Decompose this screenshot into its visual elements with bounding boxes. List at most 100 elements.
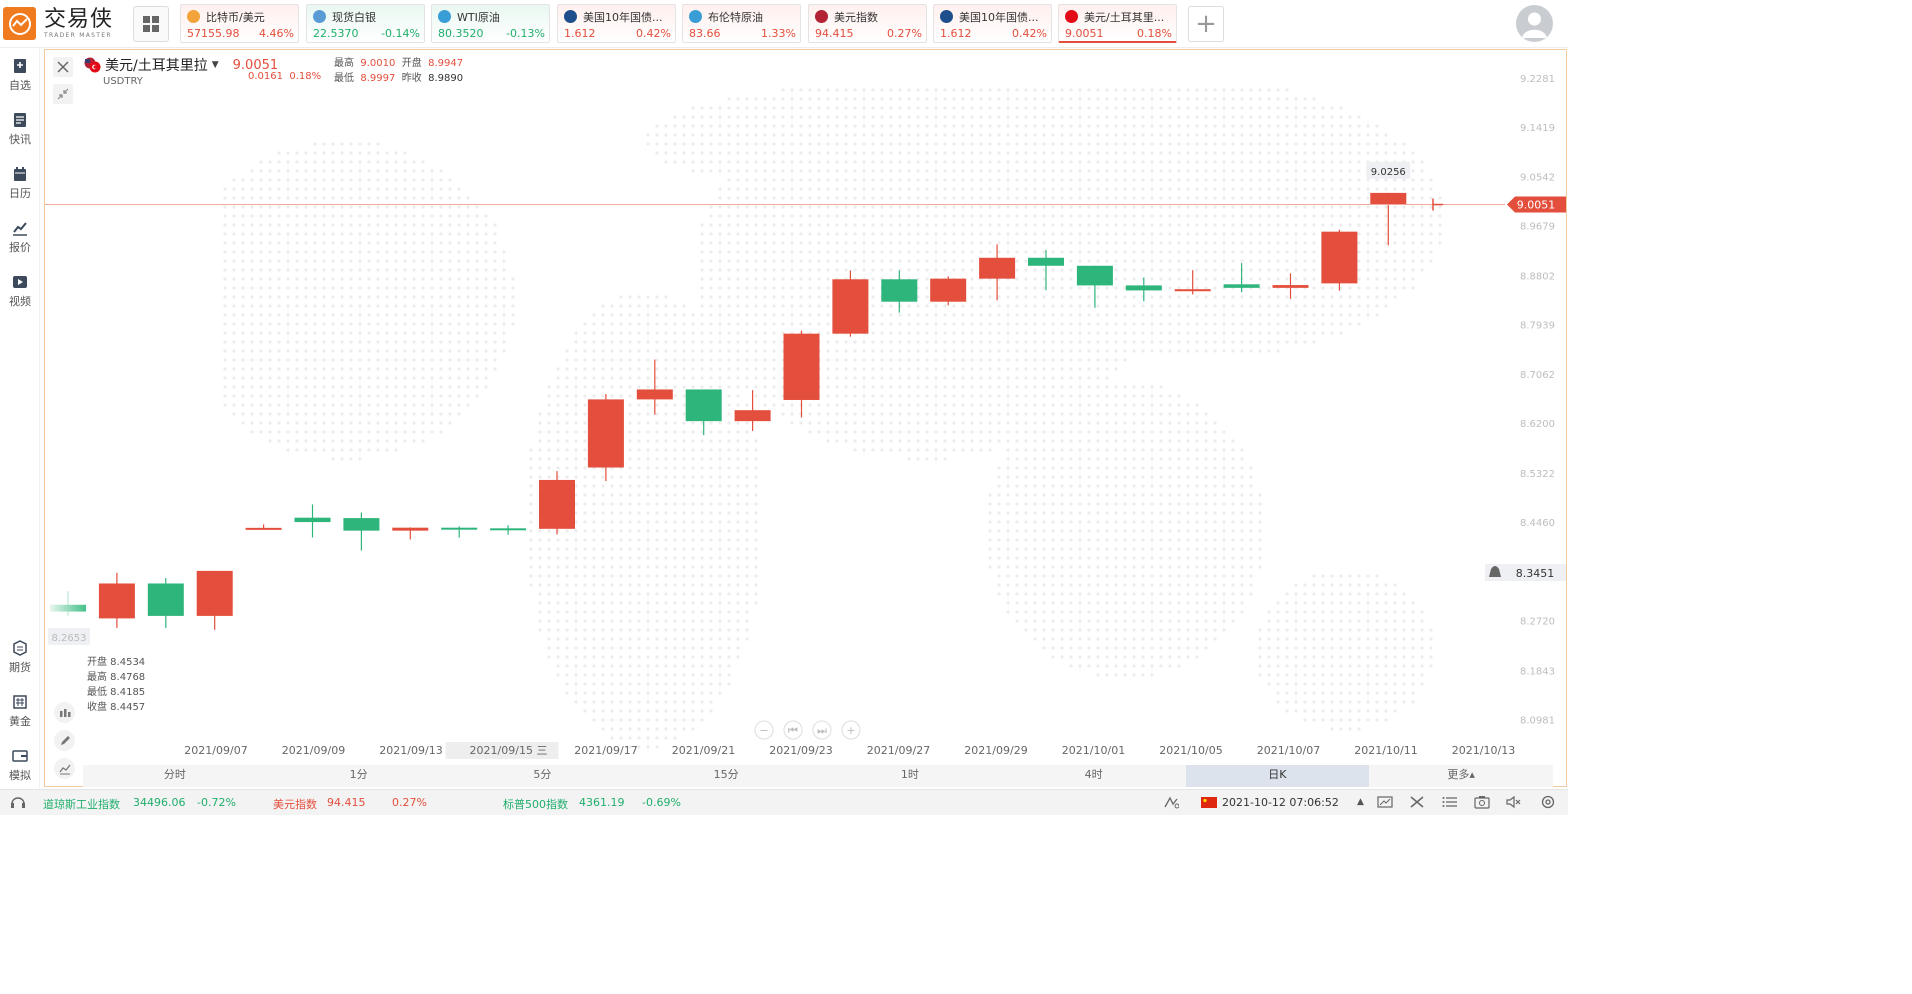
sidebar-item[interactable]: 报价 — [0, 220, 40, 255]
network-icon[interactable] — [1163, 795, 1180, 812]
candles-icon — [59, 708, 70, 717]
high-value: 9.0010 — [360, 58, 396, 69]
quote-tile[interactable]: 美国10年国债... 1.612 0.42% — [933, 4, 1052, 43]
y-tick-label: 8.0981 — [1520, 715, 1555, 726]
layout-grid-button[interactable] — [133, 6, 169, 42]
sidebar-item[interactable]: 自选 — [0, 58, 40, 93]
camera-icon[interactable] — [1474, 795, 1490, 812]
x-tick-label: 2021/09/27 — [867, 744, 930, 757]
add-tile-button[interactable]: + — [1188, 6, 1224, 42]
x-tick-label: 2021/10/11 — [1354, 744, 1417, 757]
symbol-code: USDTRY — [103, 76, 143, 87]
candle-body — [196, 570, 233, 616]
compare-button[interactable] — [54, 758, 75, 779]
sidebar-item[interactable]: 视频 — [0, 274, 40, 309]
candle-body — [1125, 285, 1162, 291]
headset-icon[interactable] — [10, 795, 26, 812]
quote-icon — [13, 222, 27, 236]
dow-label[interactable]: 道琼斯工业指数 — [43, 798, 120, 811]
tile-name: 美国10年国债... — [583, 10, 663, 24]
timeframe-tab[interactable]: 5分 — [533, 768, 552, 781]
timeframe-tab[interactable]: 日K — [1185, 765, 1370, 787]
scroll-start-icon[interactable] — [783, 720, 803, 740]
quote-tile[interactable]: 美元/土耳其里... 9.0051 0.18% — [1058, 4, 1177, 43]
mute-icon[interactable] — [1506, 795, 1522, 812]
x-tick-label: 2021/09/17 — [574, 744, 637, 757]
china-flag-icon — [1201, 797, 1217, 811]
low-label-bg — [48, 628, 90, 645]
us-tr-flag-icon — [84, 57, 101, 73]
clock-datetime: 2021-10-12 07:06:52 — [1222, 796, 1339, 809]
candle-body — [1028, 257, 1064, 266]
list-icon[interactable] — [1442, 795, 1458, 812]
scroll-end-icon-glyph: ⏭ — [817, 724, 827, 737]
low-value: 8.9997 — [360, 73, 396, 84]
tile-price: 57155.98 — [187, 27, 240, 40]
timeframe-tab[interactable]: 4时 — [1084, 768, 1103, 781]
x-tick-label: 2021/09/13 — [379, 744, 442, 757]
sp-value: 4361.19 — [579, 796, 625, 809]
timeframe-tab[interactable]: 更多▴ — [1447, 768, 1475, 781]
sidebar-item[interactable]: 日历 — [0, 166, 40, 201]
us-tr-flag-icon — [1065, 10, 1078, 23]
avatar[interactable] — [1516, 5, 1553, 42]
tools-icon[interactable] — [1409, 795, 1425, 812]
x-tick-label: 2021/10/05 — [1159, 744, 1222, 757]
scroll-end-icon[interactable] — [812, 720, 832, 740]
close-chart-button[interactable] — [53, 57, 73, 77]
logo[interactable]: 交易侠 TRADER MASTER — [3, 7, 113, 40]
quote-tile[interactable]: 比特币/美元 57155.98 4.46% — [180, 4, 299, 43]
sidebar-item-label: 视频 — [9, 295, 31, 308]
sidebar-item-label: 模拟 — [9, 769, 31, 782]
quote-tile[interactable]: 美国10年国债... 1.612 0.42% — [557, 4, 676, 43]
dxy-label[interactable]: 美元指数 — [273, 798, 317, 811]
sidebar-item[interactable]: 模拟 — [0, 748, 40, 783]
x-tick-label: 2021/09/15 三 — [470, 744, 548, 757]
alert-price-bg — [1485, 564, 1566, 581]
zoom-out-icon[interactable] — [754, 720, 774, 740]
draw-button[interactable] — [54, 730, 75, 751]
tile-change: 0.42% — [1012, 27, 1047, 40]
candle-body — [490, 528, 527, 531]
quote-tile[interactable]: 现货白银 22.5370 -0.14% — [306, 4, 425, 43]
collapse-chart-button[interactable] — [53, 84, 73, 104]
y-tick-label: 9.0542 — [1520, 173, 1555, 184]
indicator-button[interactable] — [54, 702, 75, 723]
timeframe-tab[interactable]: 1时 — [900, 768, 919, 781]
sidebar-item[interactable]: 期货 — [0, 640, 40, 675]
quote-tile[interactable]: 布伦特原油 83.66 1.33% — [682, 4, 801, 43]
expand-up-icon[interactable]: ▲ — [1357, 797, 1364, 807]
prev-close-label: 昨收 — [401, 73, 422, 84]
timeframe-tab[interactable]: 1分 — [349, 768, 368, 781]
x-tick-label: 2021/09/23 — [769, 744, 832, 757]
sidebar-item[interactable]: 快讯 — [0, 112, 40, 147]
app-window: 交易侠 TRADER MASTER 比特币/美元 57155.98 4.46% 现货白… — [0, 4, 1568, 815]
grid-icon — [143, 16, 159, 32]
bitcoin-icon — [187, 10, 200, 23]
timeframe-tab[interactable]: 分时 — [163, 768, 186, 781]
sidebar-item-label: 黄金 — [9, 715, 31, 728]
timeframe-tab[interactable]: 15分 — [713, 768, 739, 781]
symbol-dropdown-icon[interactable]: ▼ — [211, 60, 219, 70]
change-value: 0.0161 — [248, 71, 283, 82]
quote-tile[interactable]: 美元指数 94.415 0.27% — [808, 4, 927, 43]
settings-icon[interactable] — [1540, 795, 1556, 812]
y-tick-label: 8.7939 — [1520, 320, 1555, 331]
chart-toggle-icon[interactable] — [1377, 795, 1393, 812]
open-value: 8.9947 — [428, 58, 464, 69]
dow-change: -0.72% — [197, 796, 236, 809]
prev-close-value: 8.9890 — [428, 73, 464, 84]
quote-tile[interactable]: WTI原油 80.3520 -0.13% — [431, 4, 550, 43]
symbol-name[interactable]: 美元/土耳其里拉 — [105, 58, 208, 74]
sp-change: -0.69% — [642, 796, 681, 809]
sidebar-item[interactable]: 黄金 — [0, 694, 40, 729]
candle-body — [441, 527, 478, 530]
sp-label[interactable]: 标普500指数 — [503, 798, 568, 811]
close-icon — [57, 61, 69, 73]
hover-high: 最高 8.4768 — [87, 672, 146, 683]
candlestick-chart[interactable]: 9.2281 9.1419 9.0542 8.9679 8.8802 8.7939 8.70… — [45, 50, 1566, 786]
y-tick-label: 8.5322 — [1520, 469, 1555, 480]
collapse-icon — [57, 88, 69, 100]
candle-body — [392, 527, 429, 531]
zoom-in-icon[interactable] — [841, 720, 861, 740]
